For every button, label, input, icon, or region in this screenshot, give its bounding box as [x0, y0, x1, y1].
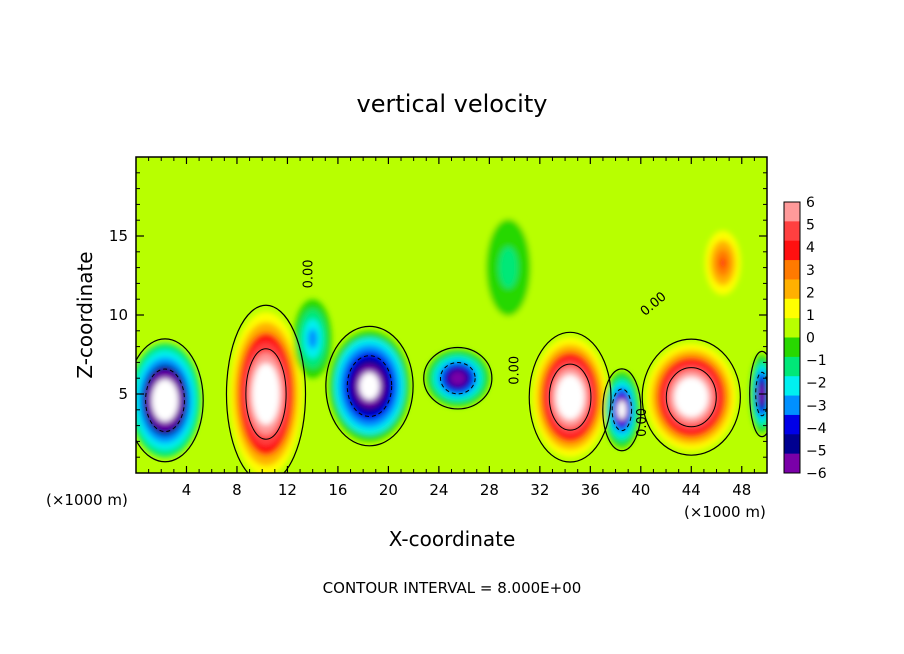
x-tick-label: 4: [182, 481, 192, 499]
colorbar-tick-label: −1: [806, 353, 827, 369]
cell-band: [619, 405, 625, 415]
x-axis-label: X-coordinate: [389, 527, 516, 551]
colorbar-swatch: [784, 395, 800, 416]
colorbar-tick-label: 5: [806, 218, 815, 234]
y-tick-label: 10: [109, 306, 128, 324]
cell-band: [160, 393, 170, 408]
colorbar-tick-label: 6: [806, 195, 815, 211]
contour-interval-note: CONTOUR INTERVAL = 8.000E+00: [323, 579, 582, 597]
x-tick-label: 8: [232, 481, 242, 499]
cell-band: [453, 374, 462, 382]
contour-line: [528, 331, 612, 463]
x-tick-label: 24: [429, 481, 448, 499]
colorbar-swatch: [784, 376, 800, 397]
x-tick-label: 44: [682, 481, 701, 499]
x-tick-label: 40: [631, 481, 650, 499]
velocity-cell: [329, 330, 410, 442]
colorbar-swatch: [784, 453, 800, 474]
colorbar-swatch: [784, 318, 800, 338]
zero-contours: [136, 304, 767, 473]
colorbar-tick-label: −4: [806, 421, 827, 437]
contour-line: [665, 367, 717, 428]
contour-line: [136, 338, 204, 463]
contour-line: [602, 368, 642, 452]
cell-band: [505, 260, 512, 275]
contour-label: 0.00: [635, 408, 650, 437]
contour-label: 0.00: [507, 356, 522, 385]
colorbar-tick-label: −6: [806, 466, 827, 482]
colorbar-swatch: [784, 279, 800, 300]
x-tick-label: 12: [278, 481, 297, 499]
contour-line: [641, 338, 741, 456]
cell-band: [720, 258, 726, 268]
contour-line: [548, 363, 592, 431]
cell-band: [364, 379, 375, 394]
y-tick-label: 15: [109, 227, 128, 245]
colorbar-tick-label: 2: [806, 285, 815, 301]
contour-line: [749, 350, 767, 438]
colorbar-swatch: [784, 337, 800, 358]
x-tick-label: 28: [480, 481, 499, 499]
colorbar-swatch: [784, 202, 800, 222]
colorbar-tick-label: 4: [806, 240, 815, 256]
x-unit-right: (×1000 m): [684, 503, 766, 521]
contour-line: [225, 304, 307, 473]
contour-line: [245, 348, 287, 440]
contour-line: [325, 325, 414, 447]
colorbar-swatch: [784, 260, 800, 280]
velocity-cell: [483, 212, 534, 323]
velocity-cell: [229, 311, 303, 473]
velocity-cell: [702, 226, 744, 300]
colorbar-tick-label: 3: [806, 263, 815, 279]
velocity-cell: [136, 343, 201, 458]
y-axis-label: Z-coordinate: [73, 251, 97, 378]
colorbar-tick-label: −3: [806, 398, 827, 414]
colorbar-swatch: [784, 356, 800, 377]
contour-line: [439, 362, 476, 395]
contour-line: [145, 368, 185, 433]
x-tick-label: 16: [328, 481, 347, 499]
velocity-cell: [532, 337, 608, 458]
x-tick-label: 48: [732, 481, 751, 499]
colorbar-frame: [783, 201, 801, 474]
colorbar-swatch: [784, 221, 800, 242]
x-unit-left: (×1000 m): [46, 491, 128, 509]
x-tick-label: 36: [581, 481, 600, 499]
cell-band: [261, 383, 271, 405]
colorbar-swatch: [784, 240, 800, 261]
velocity-cell: [293, 299, 332, 379]
colorbar-swatch: [784, 298, 800, 319]
x-tick-label: 32: [530, 481, 549, 499]
velocity-cell: [426, 349, 490, 407]
colorbar-tick-label: −2: [806, 376, 827, 392]
cell-band: [565, 389, 575, 405]
contour-line: [611, 388, 633, 432]
colorbar-tick-label: 0: [806, 331, 815, 347]
y-tick-label: 5: [118, 385, 128, 403]
chart-title: vertical velocity: [357, 90, 548, 118]
contour-line: [755, 371, 767, 417]
velocity-cell: [645, 343, 737, 451]
cell-band: [310, 333, 316, 344]
colorbar: 6 5 4 3 2 1 0 −1 −2 −3 −4 −5 −6: [783, 195, 827, 482]
x-tick-label: 20: [379, 481, 398, 499]
colorbar-swatch: [784, 414, 800, 435]
contour-label: 0.00: [302, 259, 317, 288]
contour-line: [423, 346, 493, 410]
contour-line: [346, 355, 393, 418]
colorbar-tick-label: −5: [806, 443, 827, 459]
colorbar-swatch: [784, 434, 800, 455]
cell-band: [685, 390, 697, 404]
colorbar-tick-label: 1: [806, 308, 815, 324]
